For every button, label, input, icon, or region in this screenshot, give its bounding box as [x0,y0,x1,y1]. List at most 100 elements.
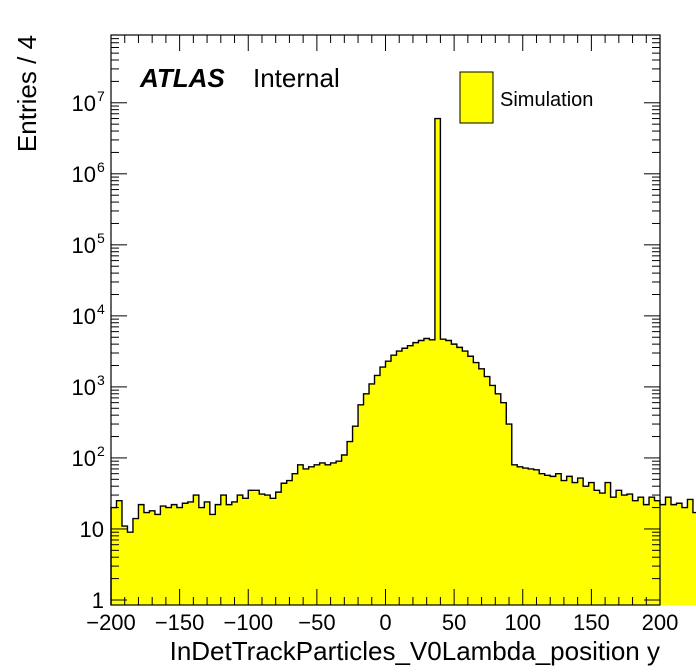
y-tick-label: 10 [72,162,96,187]
y-tick-label: 10 [72,375,96,400]
atlas-label: ATLAS [139,63,225,93]
histogram-bin [489,385,496,605]
histogram-bin [380,367,386,605]
y-tick-exponent: 3 [97,372,105,388]
y-tick-exponent: 5 [97,230,105,246]
histogram-bin [297,464,304,605]
histogram-bin [495,393,502,605]
histogram-bin [605,482,611,605]
histogram-bin [627,494,633,605]
histogram-bin [253,490,260,605]
histogram-bin [456,347,463,605]
legend-label-simulation: Simulation [500,89,593,111]
x-tick-label: 150 [573,610,610,635]
histogram-bin [143,512,150,605]
histogram-bin [358,404,364,605]
histogram-bin [533,469,540,605]
histogram-bin [473,362,480,605]
y-tick-label: 10 [72,91,96,116]
histogram-bin [561,480,567,605]
histogram-bin [412,342,419,605]
histogram-bin [577,478,584,605]
histogram-bin [116,500,123,605]
histogram-bin [484,376,491,605]
histogram-bin [132,518,139,605]
y-tick-exponent: 4 [97,301,105,317]
histogram-bin [308,466,315,605]
histogram-bin [363,393,370,605]
histogram-bin [692,512,696,605]
histogram-bin [594,490,600,605]
histogram-bin [336,461,342,605]
histogram-bin [314,464,320,605]
y-tick-exponent: 2 [97,443,105,459]
histogram-bin [204,501,211,605]
histogram-bin [231,501,238,605]
histogram-bin [325,464,331,605]
histogram-bin [676,503,683,605]
histogram-bin [500,402,507,605]
histogram-bin [215,504,222,605]
histogram-bin [127,532,134,605]
histogram-bin [566,476,573,605]
histogram-bin [396,351,403,605]
histogram-bin [286,480,293,605]
histogram-bin [610,497,617,605]
histogram-bin [303,468,309,605]
histogram-bin [401,348,408,605]
histogram-bin [588,482,595,605]
histogram-bin [209,514,216,605]
atlas-internal-label: Internal [253,63,340,93]
histogram-bin [649,497,655,605]
x-tick-label: 200 [642,610,679,635]
histogram-bin [670,504,677,605]
x-tick-labels: −200 −150 −100 −50 0 50 100 150 200 [86,610,678,635]
x-tick-label: −50 [298,610,335,635]
histogram-bin [445,340,452,605]
x-tick-label: −150 [155,610,205,635]
histogram-bin [687,499,694,605]
histogram-bin [462,351,469,605]
histogram-bin [418,340,425,605]
histogram-bin [517,466,524,605]
histogram-bin [638,497,644,605]
histogram-bin [270,498,276,605]
histogram-bin [440,339,447,605]
histogram-bin [572,482,578,605]
histogram-bin [616,490,622,605]
histogram-bin [599,493,606,605]
histogram-bin [259,494,266,605]
x-tick-label: 50 [442,610,466,635]
histogram-bin [681,507,688,605]
histogram-bin [171,504,178,605]
histogram-bin [467,356,474,605]
histogram-bars [110,117,696,605]
histogram-bin [660,504,666,605]
histogram-bin [193,495,200,605]
y-tick-label: 10 [72,304,96,329]
histogram-bin [248,490,255,605]
y-tick-label: 10 [72,233,96,258]
histogram-bin [407,345,414,605]
histogram-bin [369,383,375,605]
histogram-bin [341,454,348,605]
y-axis-label: Entries / 4 [12,35,42,152]
x-tick-label: −100 [224,610,274,635]
histogram-bin [352,426,359,605]
histogram-bin [528,468,535,605]
histogram-bin [176,507,183,605]
histogram-bin [187,501,194,605]
y-tick-label: 1 [92,588,104,613]
histogram-bin [621,495,628,605]
x-tick-label: −200 [86,610,136,635]
histogram-bin [281,483,287,605]
x-tick-label: 0 [379,610,391,635]
histogram-bin [544,475,551,605]
histogram-bin [390,355,397,605]
histogram-bin [182,503,189,605]
histogram-bin [665,497,672,605]
histogram-bin [292,473,298,605]
histogram-bin [237,495,244,605]
y-tick-label: 10 [72,446,96,471]
